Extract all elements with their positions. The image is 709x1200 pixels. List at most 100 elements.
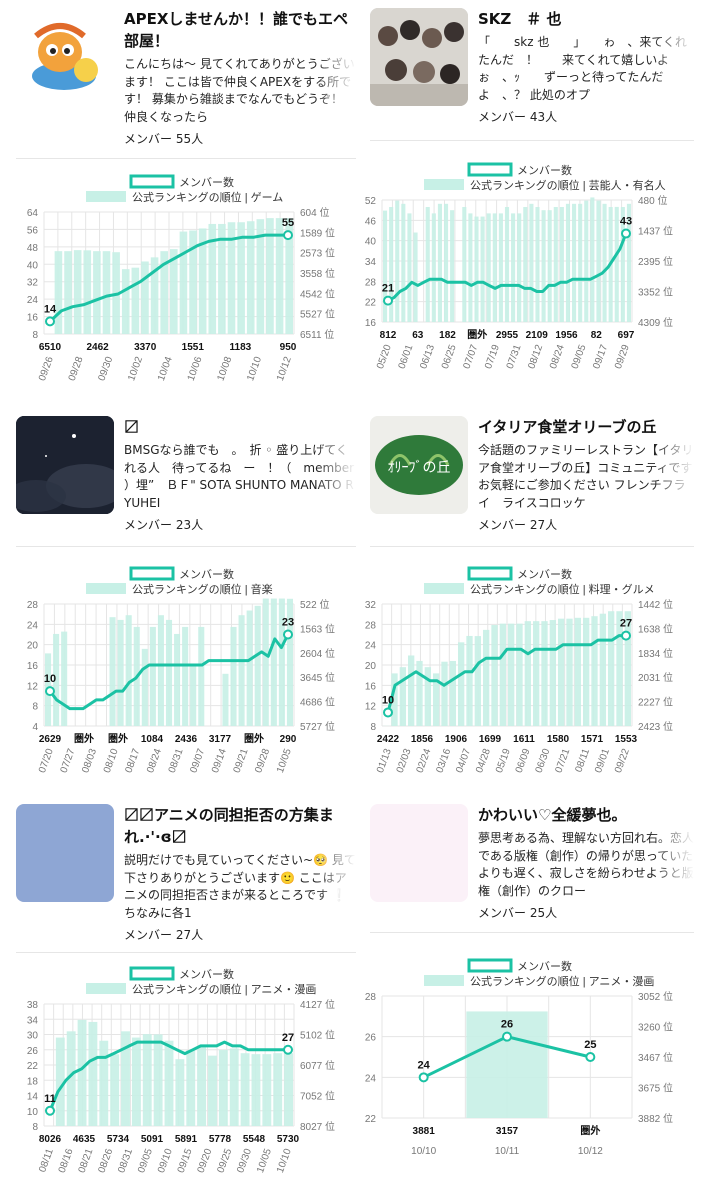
x-tick-label: 08/31 — [167, 747, 186, 775]
legend-rank-label: 公式ランキングの順位 | 料理・グルメ — [470, 582, 655, 596]
rank-bar — [424, 667, 431, 726]
member-ranking-chart: メンバー数 公式ランキングの順位 | アニメ・漫画 28 26 24 22 3052 位 32… — [354, 952, 694, 1192]
rank-bar — [483, 629, 490, 726]
rank-bar — [165, 619, 173, 726]
x-tick-label: 08/31 — [116, 1147, 135, 1175]
rank-tick-label: 5102 位 — [300, 1029, 335, 1042]
rank-value-label: 2629 — [39, 734, 62, 745]
divider — [16, 952, 356, 953]
x-tick-label: 10/11 — [495, 1146, 520, 1157]
rank-value-label: 1183 — [230, 342, 252, 353]
rank-value-label: 3157 — [496, 1126, 519, 1137]
rank-bar — [553, 207, 558, 322]
y-tick-label: 28 — [365, 277, 377, 288]
x-tick-label: 02/24 — [415, 747, 434, 775]
x-tick-label: 09/15 — [176, 1147, 195, 1175]
y-tick-label: 28 — [365, 992, 377, 1003]
rank-bar — [131, 267, 140, 334]
openchat-card[interactable]: 〼〼アニメの同担拒否の方集まれ.·'·ɞ〼 説明だけでも見ていってください~🥺 … — [16, 804, 356, 1200]
legend-rank-label: 公式ランキングの順位 | 芸能人・有名人 — [470, 178, 666, 192]
rank-tick-label: 3467 位 — [638, 1051, 673, 1064]
rank-tick-label: 5727 位 — [300, 720, 335, 733]
x-tick-label: 09/20 — [196, 1147, 215, 1175]
y-tick-label: 8 — [32, 702, 38, 713]
legend-rank-label: 公式ランキングの順位 | 音楽 — [132, 582, 273, 596]
x-tick-label: 09/07 — [188, 747, 207, 775]
x-tick-label: 10/05 — [255, 1147, 274, 1175]
thumbnail-night-sky-image[interactable] — [16, 416, 114, 514]
openchat-title[interactable]: イタリア食堂オリーブの丘 — [478, 418, 657, 436]
rank-bar — [523, 207, 528, 322]
openchat-card[interactable]: ｵﾘｰﾌﾞの丘 イタリア食堂オリーブの丘 今話題のファミリーレストラン【イタリア… — [354, 416, 694, 796]
rank-bar — [53, 633, 60, 726]
rank-bar — [566, 618, 573, 726]
openchat-title[interactable]: SKZ ＃ 也 — [478, 10, 562, 28]
thumbnail-blank-blue-image[interactable] — [16, 804, 114, 902]
member-count: メンバー 25人 — [478, 906, 558, 920]
openchat-card[interactable]: SKZ ＃ 也 「 skz 也 」 ゎ 、来てくれたんだ ！ 来てくれて嬉しいよ… — [354, 8, 694, 398]
thumbnail-olive-restaurant-logo[interactable]: ｵﾘｰﾌﾞの丘 — [370, 416, 468, 514]
divider — [16, 546, 356, 547]
y-tick-label: 22 — [365, 298, 377, 309]
member-point-last — [621, 630, 631, 641]
legend-members-swatch — [129, 174, 175, 189]
openchat-title[interactable]: APEXしませんか！！誰でもエペ部屋！ — [124, 10, 348, 50]
openchat-title[interactable]: かわいい♡全緩夢也。 — [478, 806, 627, 824]
rank-bar — [121, 269, 130, 334]
rank-value-label: 2436 — [175, 734, 198, 745]
member-count: メンバー 43人 — [478, 110, 558, 124]
rank-bar — [433, 673, 440, 726]
rank-value-label: 950 — [280, 342, 297, 353]
x-tick-label: 08/11 — [574, 747, 593, 774]
openchat-description: 今話題のファミリーレストラン【イタリア食堂オリーブの丘】コミュニティです お気軽… — [478, 443, 694, 510]
rank-bar — [616, 611, 623, 726]
member-point-first — [383, 707, 393, 718]
member-point-first — [45, 316, 55, 327]
member-line — [48, 633, 290, 711]
rank-bar — [153, 1034, 163, 1126]
openchat-card[interactable]: APEXしませんか！！誰でもエペ部屋！ こんにちは〜 見てくれてありがとうござい… — [16, 8, 356, 398]
rank-value-label: 6510 — [39, 342, 62, 353]
openchat-title[interactable]: 〼〼アニメの同担拒否の方集まれ.·'·ɞ〼 — [124, 806, 334, 846]
y-tick-label: 16 — [365, 318, 377, 329]
x-tick-label: 09/25 — [215, 1147, 234, 1175]
member-count: メンバー 55人 — [124, 132, 204, 146]
rank-bar — [504, 207, 510, 322]
y-tick-label: 24 — [27, 620, 39, 631]
rank-tick-label: 522 位 — [300, 598, 329, 611]
legend-rank-label: 公式ランキングの順位 | アニメ・漫画 — [132, 982, 316, 996]
y-tick-label: 20 — [365, 661, 377, 672]
member-point-last — [283, 1044, 293, 1055]
y-tick-label: 26 — [365, 1033, 377, 1044]
rank-value-label: 1553 — [615, 734, 638, 745]
rank-tick-label: 3645 位 — [300, 671, 335, 684]
rank-bar — [437, 203, 442, 322]
y-tick-label: 18 — [27, 1076, 39, 1087]
x-tick-label: 08/24 — [548, 343, 567, 371]
legend-members-label: メンバー数 — [517, 568, 572, 581]
rank-bar — [170, 249, 178, 334]
x-tick-label: 07/19 — [483, 343, 502, 371]
rank-bar — [578, 203, 583, 322]
rank-tick-label: 3558 位 — [300, 267, 335, 280]
member-point — [585, 1052, 596, 1062]
rank-value-label: 1699 — [479, 734, 502, 745]
openchat-card[interactable]: 〼 BMSGなら誰でも 。 折 ◦ 盛り上げてくれる人 待ってるね ー ！（ m… — [16, 416, 356, 796]
member-line — [48, 1040, 290, 1113]
openchat-title[interactable]: 〼 — [124, 418, 140, 436]
thumbnail-blank-pink-image[interactable] — [370, 804, 468, 902]
thumbnail-group-photo-image[interactable] — [370, 8, 468, 106]
member-point-first — [383, 295, 393, 306]
rank-bar — [608, 611, 615, 726]
y-tick-label: 40 — [365, 237, 377, 248]
rank-value-label: 2955 — [496, 330, 519, 341]
thumbnail-octopus-mascot-icon[interactable] — [16, 8, 114, 106]
rank-bar — [121, 1031, 130, 1126]
rank-bar — [441, 661, 448, 726]
rank-tick-label: 2031 位 — [638, 671, 673, 684]
y-tick-label: 4 — [32, 722, 38, 733]
openchat-card[interactable]: かわいい♡全緩夢也。 夢思考ある為、理解ない方回れ右。恋人である版権（創作）の帰… — [354, 804, 694, 1200]
rank-value-label: 3881 — [413, 1126, 436, 1137]
rank-bar — [246, 221, 255, 334]
